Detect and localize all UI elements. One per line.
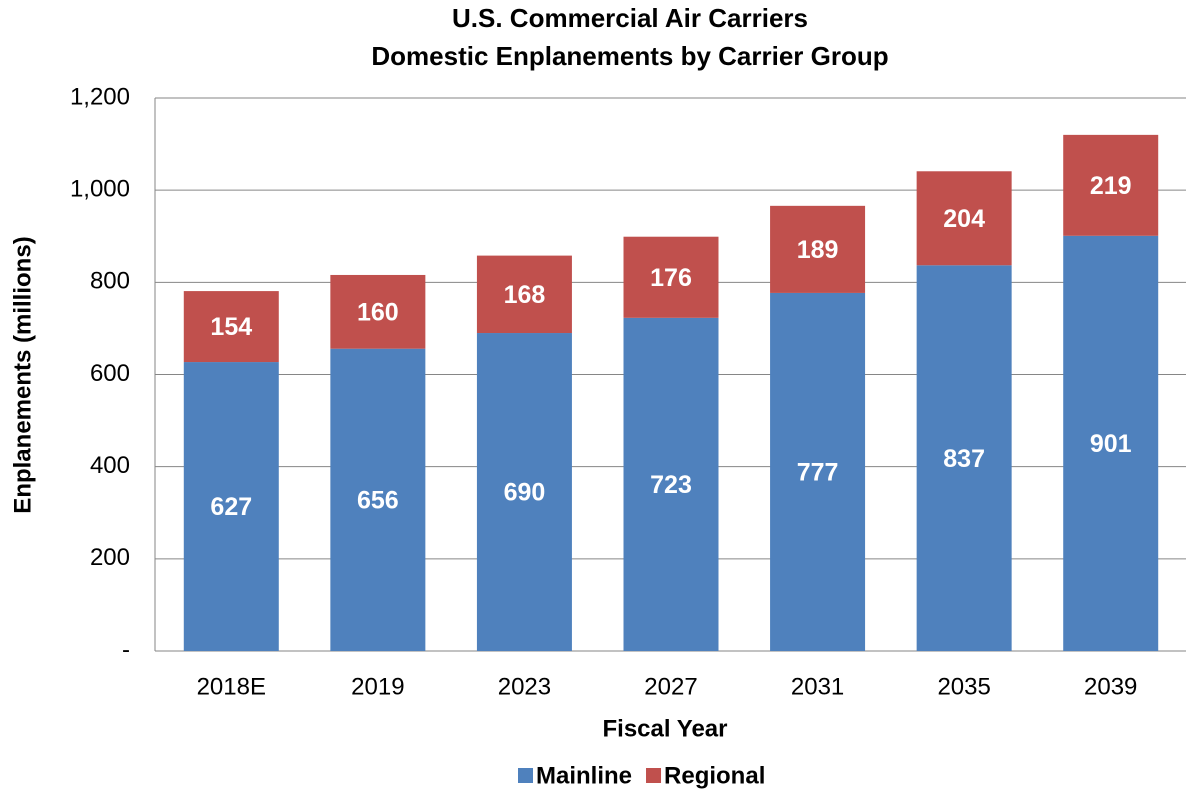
bar-segment [623,236,719,318]
bar-segment [770,292,866,651]
y-tick-label: 200 [90,544,130,571]
data-label: 189 [797,236,839,264]
y-tick-label: 800 [90,268,130,295]
x-tick-label: 2035 [937,673,990,700]
data-label: 777 [797,459,839,487]
data-label: 160 [357,298,399,326]
data-label: 656 [357,486,399,514]
x-tick-label: 2019 [351,673,404,700]
bar-segment [476,333,572,651]
x-tick-label: 2023 [498,673,551,700]
data-label: 219 [1090,172,1132,200]
data-label: 204 [943,205,985,233]
bar-segment [1063,134,1159,236]
bar-segment [916,265,1012,651]
chart-subtitle: Domestic Enplanements by Carrier Group [371,41,888,71]
data-label: 901 [1090,430,1132,458]
bar-segment [476,255,572,334]
bar-segment [330,348,426,651]
y-axis-label: Enplanements (millions) [9,236,36,513]
bar-segment [183,362,279,651]
data-label: 154 [210,313,252,341]
legend-label: Mainline [536,762,632,789]
data-label: 723 [650,471,692,499]
bar-segment [330,274,426,349]
data-label: 168 [504,281,546,309]
bar-segment [1063,235,1159,651]
data-label: 690 [504,479,546,507]
y-tick-label: 600 [90,360,130,387]
bar-segment [916,171,1012,266]
legend-swatch [518,768,533,783]
x-axis-label: Fiscal Year [603,715,728,742]
y-tick-label: 1,000 [70,176,130,203]
data-label: 176 [650,264,692,292]
data-label: 837 [943,445,985,473]
y-tick-label: 400 [90,452,130,479]
y-tick-label: - [122,636,130,663]
bar-segment [770,205,866,293]
x-tick-label: 2027 [644,673,697,700]
x-tick-label: 2031 [791,673,844,700]
legend-swatch [646,768,662,783]
data-label: 627 [210,493,252,521]
legend-label: Regional [664,762,765,789]
x-tick-label: 2018E [197,673,266,700]
chart-title: U.S. Commercial Air Carriers [452,3,808,33]
bar-segment [623,317,719,651]
bar-segment [183,291,279,363]
x-tick-label: 2039 [1084,673,1137,700]
y-tick-label: 1,200 [70,83,130,110]
